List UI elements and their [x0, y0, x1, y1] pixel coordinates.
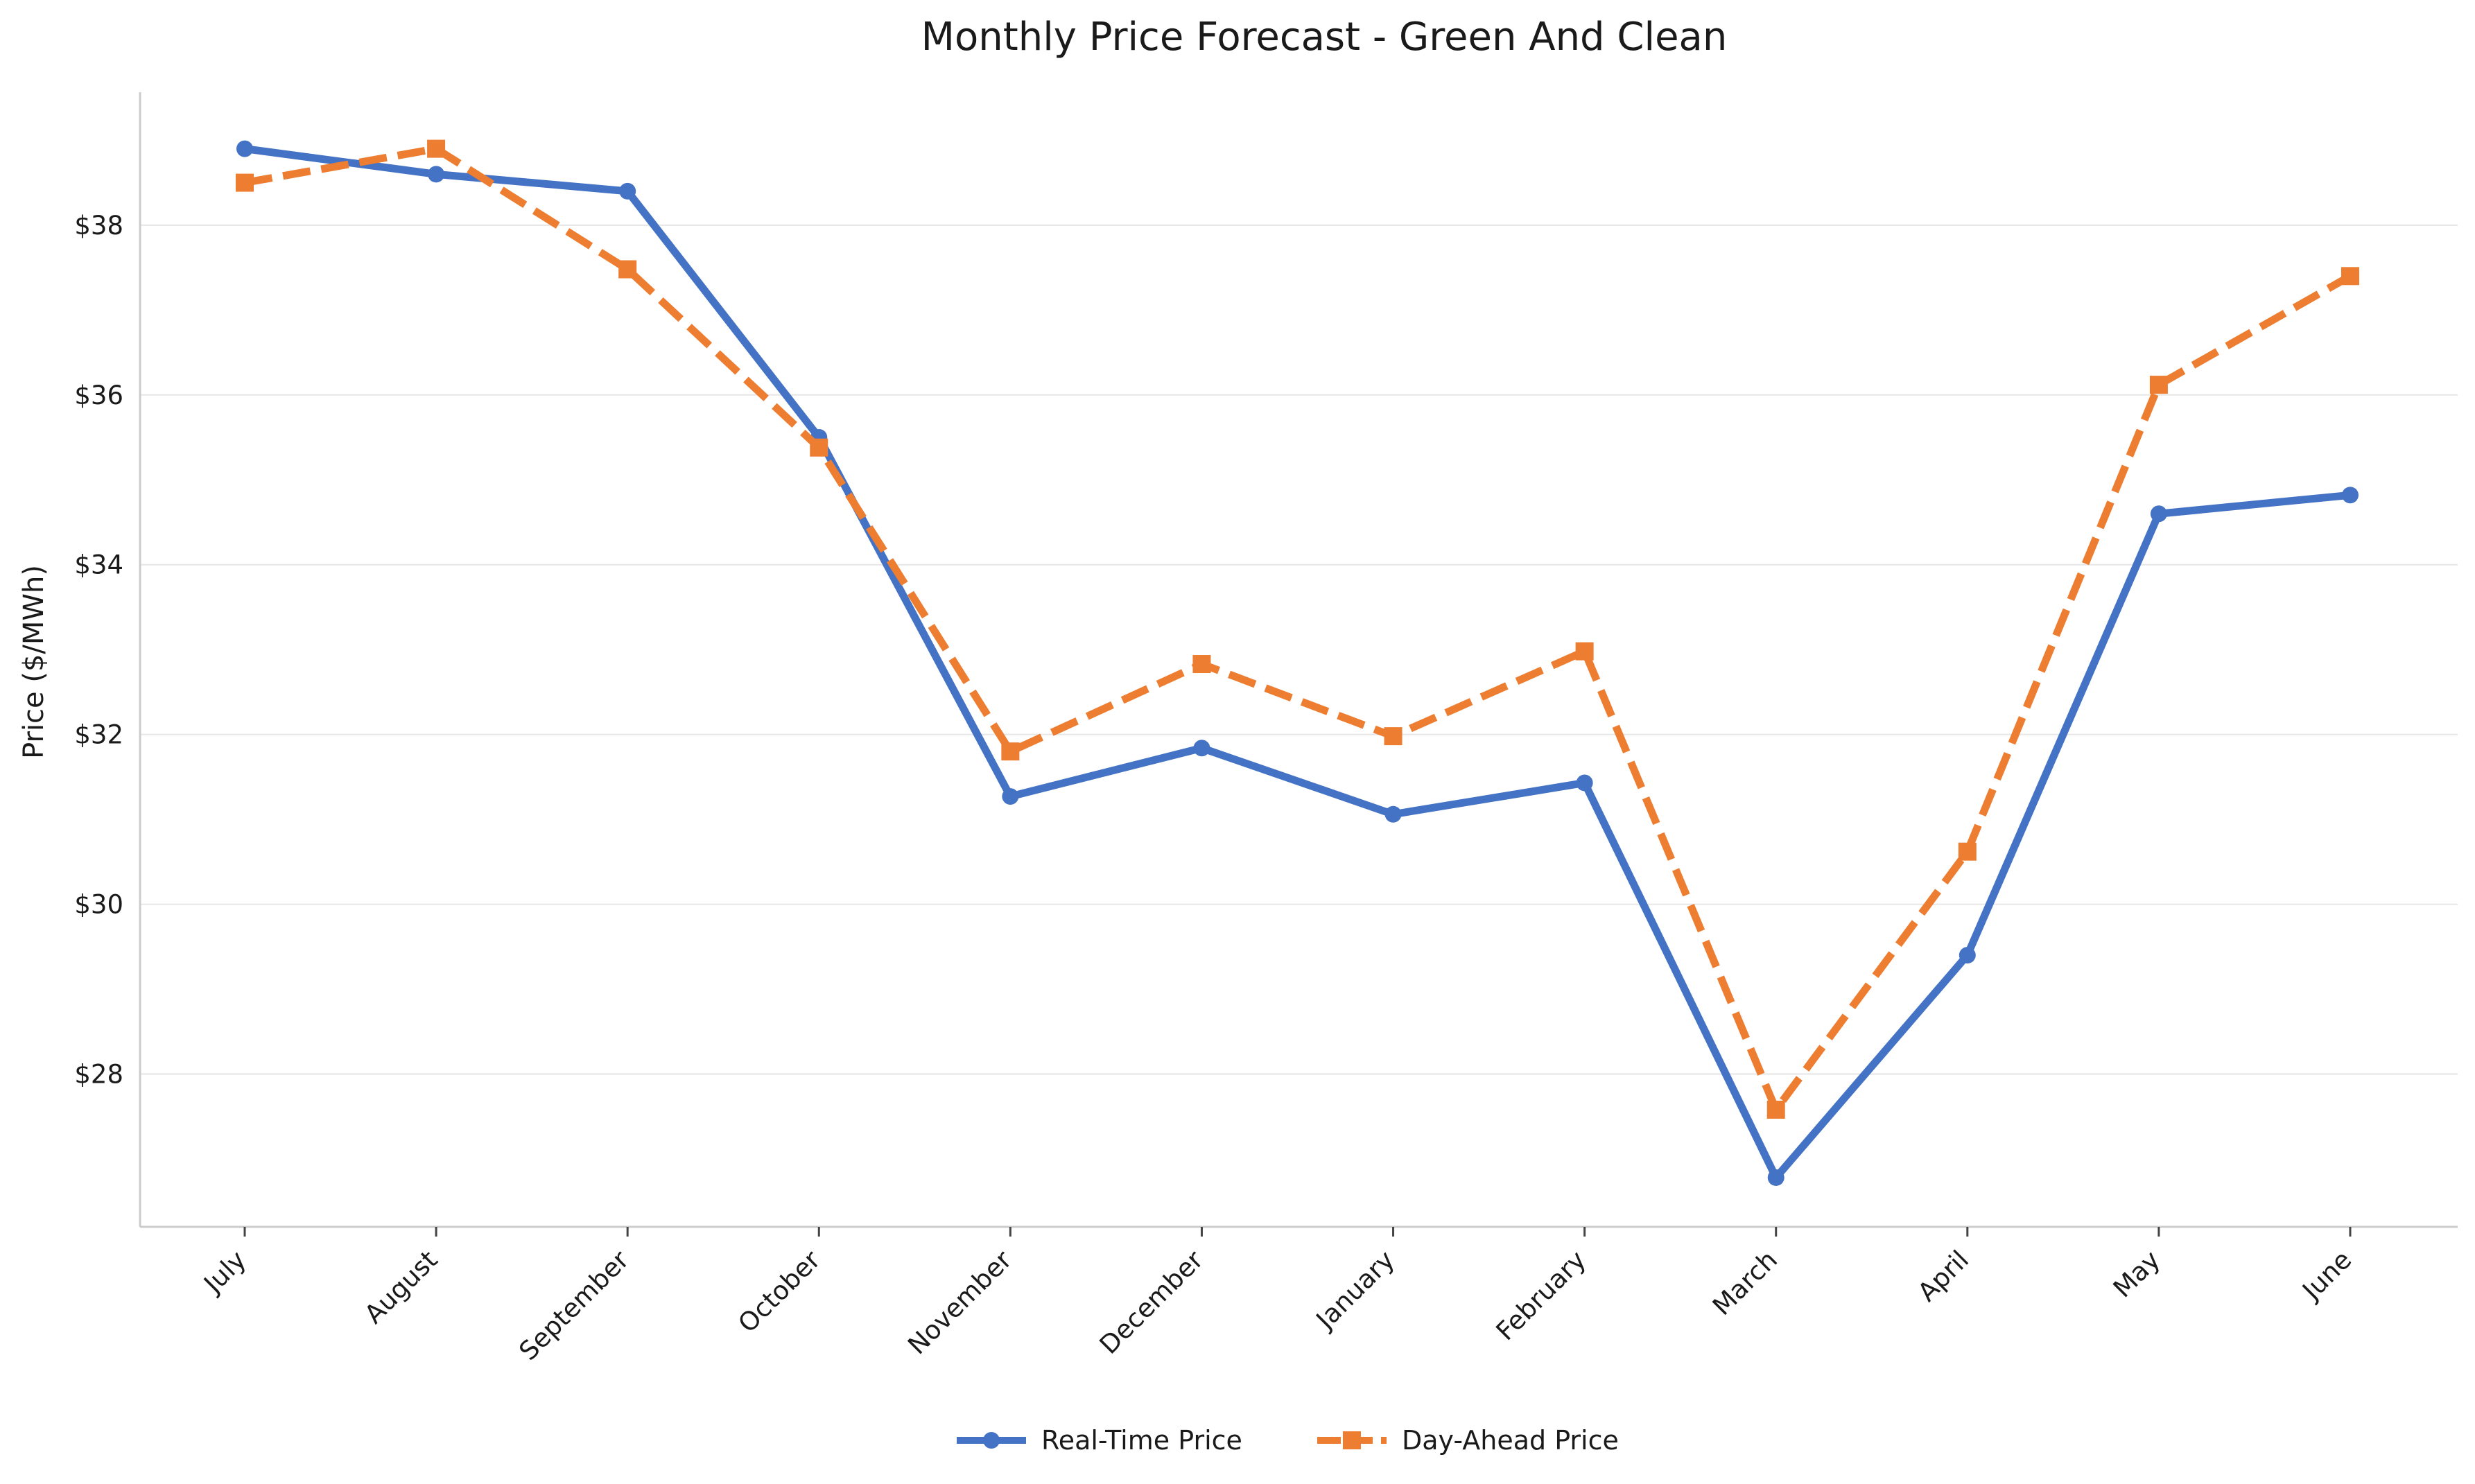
data-point: [1384, 805, 1402, 823]
data-point: [619, 182, 636, 200]
x-tick-label: July: [197, 1245, 252, 1300]
x-tick-label: June: [2296, 1245, 2358, 1307]
x-tick-label: September: [514, 1244, 636, 1366]
data-point: [427, 139, 446, 158]
data-point: [1766, 1100, 1785, 1119]
x-tick-label: October: [733, 1244, 827, 1338]
data-point: [2342, 487, 2359, 504]
legend-marker: [983, 1432, 1000, 1449]
data-point: [1958, 842, 1977, 861]
legend-item: Day-Ahead Price: [1317, 1425, 1619, 1456]
gridlines: [140, 224, 2458, 1075]
data-point: [428, 166, 445, 183]
series-line: [241, 145, 2354, 1182]
data-point: [1575, 642, 1594, 661]
data-point: [1384, 727, 1402, 746]
data-point: [2341, 267, 2359, 286]
x-tick-labels: July August September October November Decemb…: [197, 1244, 2357, 1366]
data-point: [2150, 505, 2167, 523]
y-tick-label: $28: [74, 1060, 123, 1090]
data-point: [1959, 947, 1976, 964]
data-point: [236, 140, 253, 157]
series-line: [244, 145, 2352, 1114]
legend-label: Real-Time Price: [1041, 1425, 1242, 1456]
x-tick-label: August: [358, 1245, 443, 1329]
data-point: [2149, 376, 2168, 394]
x-tick-label: January: [1310, 1245, 1400, 1336]
data-point: [1193, 740, 1210, 757]
data-point: [1002, 788, 1019, 805]
data-point: [1576, 774, 1593, 792]
legend-marker: [1343, 1431, 1361, 1449]
y-tick-label: $32: [74, 720, 123, 750]
x-tick-label: December: [1094, 1244, 1210, 1360]
y-tick-label: $30: [74, 890, 123, 920]
x-tick-label: November: [902, 1244, 1018, 1360]
legend-item: Real-Time Price: [957, 1425, 1242, 1456]
x-tick-label: May: [2108, 1245, 2166, 1303]
y-tick-label: $34: [74, 550, 123, 580]
x-tick-label: March: [1707, 1245, 1783, 1321]
y-tick-labels: $28 $30 $32 $34 $36 $38: [74, 211, 123, 1090]
chart-title: Monthly Price Forecast - Green And Clean: [921, 15, 1728, 60]
data-point: [236, 173, 254, 192]
data-point: [618, 260, 637, 279]
data-point: [810, 438, 828, 457]
data-point: [1001, 742, 1020, 761]
legend: Real-Time Price Day-Ahead Price: [957, 1425, 1619, 1456]
y-axis-label: Price ($/MWh): [18, 565, 50, 759]
x-tick-label: February: [1491, 1245, 1592, 1346]
data-point: [1767, 1169, 1784, 1186]
axes: [139, 92, 2458, 1237]
y-tick-label: $38: [74, 211, 123, 241]
x-tick-label: April: [1912, 1245, 1974, 1307]
series: [236, 139, 2359, 1186]
y-tick-label: $36: [74, 381, 123, 410]
legend-label: Day-Ahead Price: [1402, 1425, 1619, 1456]
data-point: [1192, 655, 1211, 674]
